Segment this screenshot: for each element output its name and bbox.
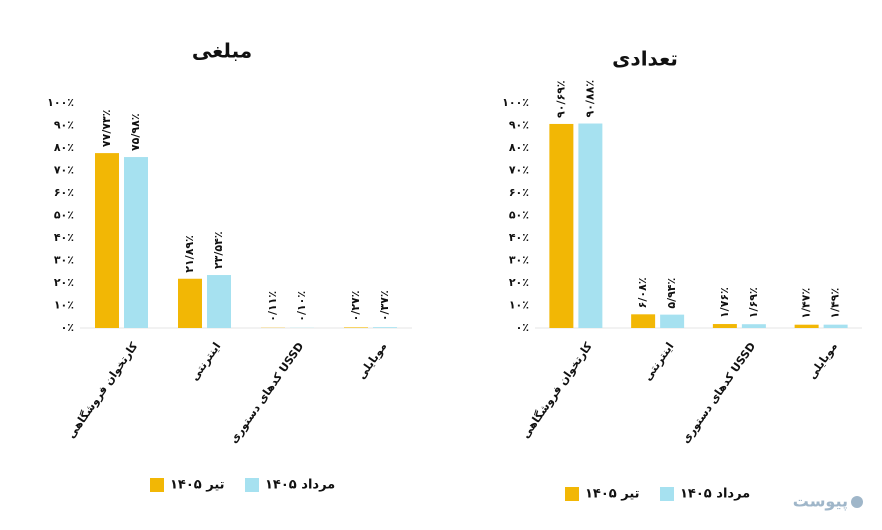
y-tick-label: ۲۰٪ bbox=[54, 276, 74, 289]
data-label: ۵/۹۴٪ bbox=[665, 278, 678, 309]
y-tick-label: ۷۰٪ bbox=[509, 164, 529, 177]
y-tick-label: ۶۰٪ bbox=[54, 186, 74, 199]
y-tick-label: ۱۰٪ bbox=[509, 299, 529, 312]
y-tick-label: ۰٪ bbox=[61, 321, 74, 334]
bar bbox=[823, 324, 848, 328]
data-label: ۰/۲۷٪ bbox=[349, 291, 362, 322]
y-tick-label: ۱۰۰٪ bbox=[502, 96, 529, 109]
bar bbox=[207, 275, 231, 328]
bar bbox=[712, 324, 737, 328]
bar bbox=[549, 123, 574, 328]
legend-label: مرداد ۱۴۰۵ bbox=[265, 478, 335, 493]
chart-title: مبلغی bbox=[192, 39, 252, 63]
bar bbox=[124, 157, 148, 328]
data-label: ۱/۷۶٪ bbox=[718, 287, 731, 318]
data-label: ۱/۴۷٪ bbox=[800, 288, 813, 319]
data-label: ۱/۴۹٪ bbox=[829, 288, 842, 319]
watermark-logo bbox=[851, 496, 863, 508]
data-label: ۰/۱۱٪ bbox=[266, 291, 279, 322]
data-label: ۰/۳۷٪ bbox=[378, 290, 391, 321]
y-tick-label: ۴۰٪ bbox=[509, 231, 529, 244]
data-label: ۹۰/۶۹٪ bbox=[554, 80, 567, 118]
y-tick-label: ۱۰۰٪ bbox=[47, 96, 74, 109]
data-label: ۷۵/۹۸٪ bbox=[129, 113, 142, 151]
y-tick-label: ۰٪ bbox=[516, 321, 529, 334]
bar bbox=[660, 314, 685, 328]
data-label: ۱/۶۹٪ bbox=[747, 287, 760, 318]
y-tick-label: ۹۰٪ bbox=[509, 119, 529, 132]
watermark: پیوست bbox=[793, 492, 848, 512]
y-tick-label: ۵۰٪ bbox=[54, 209, 74, 222]
legend-swatch bbox=[565, 487, 579, 501]
y-tick-label: ۲۰٪ bbox=[509, 276, 529, 289]
y-tick-label: ۳۰٪ bbox=[509, 254, 529, 267]
bar bbox=[794, 324, 819, 328]
legend-label: تیر ۱۴۰۵ bbox=[170, 478, 225, 493]
y-tick-label: ۸۰٪ bbox=[509, 141, 529, 154]
legend-swatch bbox=[150, 478, 164, 492]
bar bbox=[578, 123, 603, 329]
bar bbox=[373, 327, 397, 328]
data-label: ۶/۰۸٪ bbox=[636, 277, 649, 308]
bar bbox=[741, 324, 766, 328]
legend-label: تیر ۱۴۰۵ bbox=[585, 487, 640, 502]
data-label: ۲۱/۸۹٪ bbox=[183, 235, 196, 273]
bar bbox=[344, 327, 368, 328]
y-tick-label: ۸۰٪ bbox=[54, 141, 74, 154]
y-tick-label: ۶۰٪ bbox=[509, 186, 529, 199]
y-tick-label: ۴۰٪ bbox=[54, 231, 74, 244]
y-tick-label: ۷۰٪ bbox=[54, 164, 74, 177]
data-label: ۲۳/۵۴٪ bbox=[212, 231, 225, 269]
legend-swatch bbox=[660, 487, 674, 501]
legend-swatch bbox=[245, 478, 259, 492]
y-tick-label: ۱۰٪ bbox=[54, 299, 74, 312]
legend-label: مرداد ۱۴۰۵ bbox=[680, 487, 750, 502]
bar bbox=[178, 278, 202, 328]
bar bbox=[631, 314, 656, 328]
y-tick-label: ۵۰٪ bbox=[509, 209, 529, 222]
y-tick-label: ۹۰٪ bbox=[54, 119, 74, 132]
y-tick-label: ۳۰٪ bbox=[54, 254, 74, 267]
data-label: ۹۰/۸۸٪ bbox=[583, 80, 596, 118]
data-label: ۷۷/۷۳٪ bbox=[100, 110, 113, 148]
bar bbox=[95, 153, 119, 328]
chart-title: تعدادی bbox=[612, 47, 678, 71]
data-label: ۰/۱۰٪ bbox=[295, 291, 308, 322]
